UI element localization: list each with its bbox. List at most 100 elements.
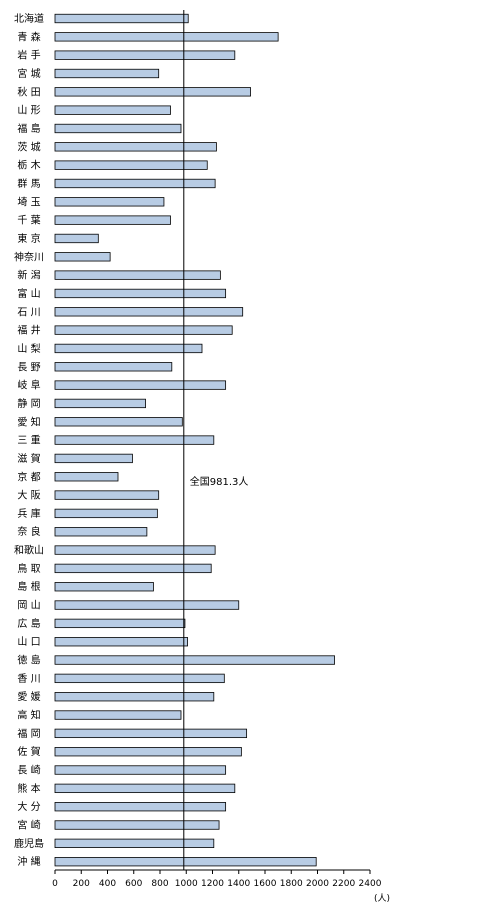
bar [54,270,221,280]
bar [54,233,99,244]
bar [54,527,148,537]
bar [54,105,171,115]
category-label: 高 知 [17,709,40,722]
category-label: 岐 阜 [17,379,40,392]
category-label: 山 形 [17,105,40,117]
category-label: 福 岡 [17,727,40,740]
category-label: 長 崎 [17,764,40,777]
category-label: 宮 崎 [17,819,40,832]
bar [54,435,215,445]
x-tick-label: 200 [73,879,90,889]
bar [54,380,227,390]
bar [54,288,227,299]
bar [54,398,146,409]
bar [54,563,212,574]
bar [54,857,317,867]
category-label: 岡 山 [17,600,40,612]
category-label: 青 森 [17,30,40,43]
bar [54,87,251,97]
bars-group [54,13,335,867]
bar [54,673,225,684]
category-label: 愛 知 [17,415,40,428]
category-label: 島 根 [17,580,40,593]
bar [54,215,171,225]
category-label: 静 岡 [17,397,40,410]
bar [54,197,165,207]
category-label: 栃 木 [17,159,40,172]
category-label: 東 京 [17,232,40,245]
category-label: 熊 本 [17,782,40,795]
bar [54,765,227,775]
bar [54,142,217,152]
bar [54,728,248,739]
category-label: 埼 玉 [17,195,40,208]
bar [54,600,240,610]
x-tick-label: 2000 [306,879,329,889]
bar [54,545,216,555]
category-label: 山 梨 [17,342,40,355]
bar [54,13,189,24]
x-tick-label: 2200 [332,879,355,889]
category-label: 滋 賀 [17,452,40,465]
category-label: 佐 賀 [17,746,40,758]
x-tick-label: 1200 [201,879,224,889]
category-label: 山 口 [17,636,40,648]
x-tick-label: 2400 [359,879,382,889]
bar [54,747,242,757]
x-tick-label: 1400 [227,879,250,889]
bar [54,32,279,42]
category-label: 北海道 [14,12,44,25]
category-label: 鳥 取 [17,562,40,575]
bar [54,417,183,427]
category-label: 香 川 [17,673,40,685]
bar [54,123,182,134]
category-label: 三 重 [17,434,40,447]
bar [54,692,215,702]
bar [54,490,160,500]
category-label: 神奈川 [14,250,44,263]
bar [54,637,188,647]
category-label: 千 葉 [17,214,40,227]
bar [54,68,160,79]
national-average-label-bg [186,474,253,488]
bar [54,582,154,592]
bar [54,178,216,189]
category-label: 秋 田 [17,85,40,98]
national-average-label: 全国981.3人 [190,475,249,488]
bar [54,362,173,372]
x-tick-label: 400 [99,879,116,889]
category-label: 鹿児島 [14,837,44,850]
category-label: 広 島 [17,617,40,630]
x-tick-label: 800 [151,879,168,889]
bar [54,343,203,354]
bar [54,820,220,830]
bar [54,838,215,848]
x-tick-label: 1000 [175,879,198,889]
category-label: 群 馬 [17,177,40,190]
bar [54,508,158,519]
category-label: 岩 手 [17,49,40,62]
category-label: 大 阪 [17,489,40,502]
category-label: 和歌山 [14,544,44,557]
category-label: 沖 縄 [17,855,40,868]
x-tick-label: 600 [125,879,142,889]
category-label: 兵 庫 [17,507,40,520]
category-label: 福 井 [17,324,40,337]
category-label: 奈 良 [17,525,40,538]
category-label: 石 川 [17,307,40,318]
bar [54,783,236,794]
category-label: 茨 城 [17,140,40,153]
category-label: 長 野 [17,361,40,373]
x-ticks: 0 200 400 600 800 1000 1200 1400 1600 1800 2000 220… [52,870,382,889]
bar [54,50,236,60]
category-label: 徳 島 [17,654,40,667]
bar [54,472,119,482]
x-tick-label: 1800 [280,879,303,889]
category-label: 福 島 [17,122,40,135]
x-tick-label: 0 [52,879,58,889]
category-label: 大 分 [17,800,40,813]
bar [54,453,133,464]
x-tick-label: 1600 [254,879,277,889]
